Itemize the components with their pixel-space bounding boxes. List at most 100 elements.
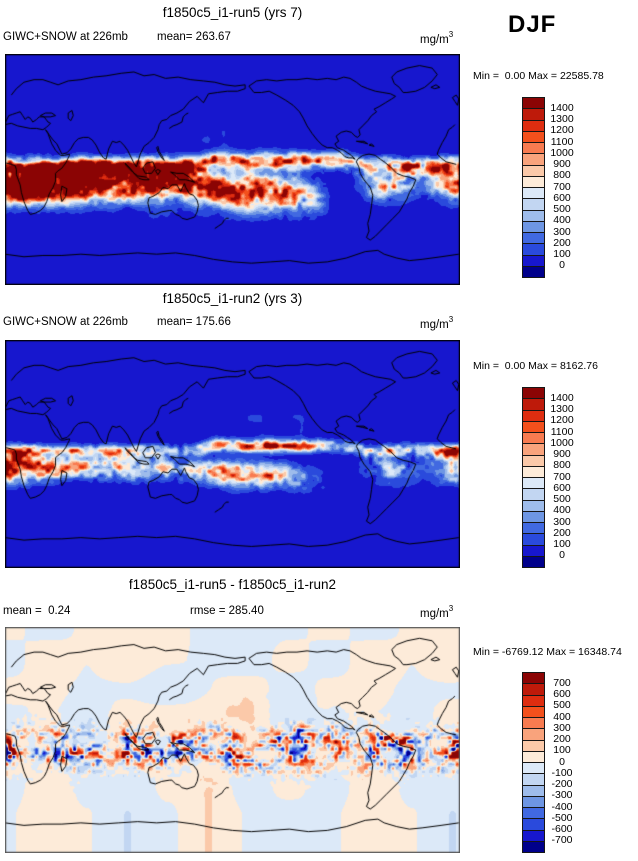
colorbar-tick-label: -400 <box>551 800 573 813</box>
colorbar-cell <box>523 829 544 841</box>
colorbar-cell <box>523 750 544 762</box>
colorbar-tick-label: 700 <box>553 180 571 193</box>
colorbar-tick-label: 500 <box>553 203 571 215</box>
colorbar-tick-label: -300 <box>551 789 573 802</box>
colorbar-cell <box>523 153 544 165</box>
panel2-mean-label: mean= 175.66 <box>157 316 231 328</box>
panel3-minmax-label: Min = -6769.12 Max = 16348.74 <box>473 646 622 658</box>
colorbar-tick-label: -100 <box>551 766 573 779</box>
colorbar-cell <box>523 209 544 221</box>
colorbar-cell <box>523 477 544 489</box>
colorbar-tick-label: 1100 <box>550 135 574 148</box>
colorbar-cell <box>523 388 544 399</box>
panel1-map-canvas <box>5 54 460 285</box>
colorbar-tick-label: 100 <box>553 744 571 757</box>
panel3-colorbar-labels: 700 600 500 400 300 200 100 0 -100 -200 -300 -400 -5… <box>544 672 580 853</box>
colorbar-tick-label: 0 <box>559 259 565 272</box>
colorbar-tick-label: 1200 <box>550 124 574 137</box>
panel3-title: f1850c5_i1-run5 - f1850c5_i1-run2 <box>128 577 337 592</box>
colorbar-cell <box>523 488 544 500</box>
colorbar-cell <box>523 705 544 717</box>
colorbar-cell <box>523 694 544 706</box>
colorbar-cell <box>523 98 544 109</box>
colorbar-cell <box>523 522 544 534</box>
colorbar-cell <box>523 187 544 199</box>
panel2-colorbar-labels: 1400 1300 1200 1100 1000 900 800 700 600 500 400 30… <box>544 387 580 568</box>
colorbar-cell <box>523 807 544 819</box>
colorbar-cell <box>523 673 544 684</box>
colorbar-tick-label: 900 <box>553 448 571 460</box>
colorbar-cell <box>523 544 544 556</box>
panel1-units-label: mg/m3 <box>420 30 454 46</box>
panel1-variable-label: GIWC+SNOW at 226mb <box>3 31 128 43</box>
colorbar-cell <box>523 254 544 266</box>
colorbar-tick-label: 1200 <box>550 414 574 427</box>
colorbar-cell <box>523 432 544 444</box>
colorbar-cell <box>523 728 544 740</box>
colorbar-tick-label: 1300 <box>550 403 574 415</box>
panel1-minmax-label: Min = 0.00 Max = 22585.78 <box>473 70 604 82</box>
colorbar-tick-label: 1000 <box>550 146 574 159</box>
colorbar-cell <box>523 409 544 421</box>
colorbar-tick-label: 100 <box>553 538 571 550</box>
colorbar-cell <box>523 175 544 187</box>
colorbar-tick-label: 600 <box>553 481 571 494</box>
colorbar-cell <box>523 683 544 695</box>
panel2-title: f1850c5_i1-run2 (yrs 3) <box>162 291 303 306</box>
colorbar-cell <box>523 773 544 785</box>
colorbar-tick-label: 700 <box>553 470 571 483</box>
panel2-variable-label: GIWC+SNOW at 226mb <box>3 316 128 328</box>
colorbar-cell <box>523 420 544 432</box>
panel1-colorbar-labels: 1400 1300 1200 1100 1000 900 800 700 600 500 400 30… <box>544 97 580 278</box>
panel2-colorbar <box>522 387 545 568</box>
colorbar-cell <box>523 533 544 545</box>
colorbar-tick-label: 300 <box>553 515 571 528</box>
colorbar-cell <box>523 443 544 455</box>
colorbar-tick-label: 100 <box>553 248 571 260</box>
panel1-title: f1850c5_i1-run5 (yrs 7) <box>162 5 303 20</box>
colorbar-tick-label: 200 <box>553 236 571 249</box>
colorbar-cell <box>523 454 544 466</box>
colorbar-tick-label: 500 <box>553 493 571 505</box>
colorbar-cell <box>523 499 544 511</box>
panel2-minmax-label: Min = 0.00 Max = 8162.76 <box>473 360 598 372</box>
colorbar-cell <box>523 130 544 142</box>
panel3-mean-label: mean = 0.24 <box>3 605 71 617</box>
colorbar-tick-label: 600 <box>553 688 571 700</box>
panel3-units-label: mg/m3 <box>420 604 454 620</box>
colorbar-tick-label: 600 <box>553 191 571 204</box>
panel2-units-label: mg/m3 <box>420 315 454 331</box>
panel1-colorbar <box>522 97 545 278</box>
colorbar-cell <box>523 762 544 774</box>
colorbar-cell <box>523 510 544 522</box>
colorbar-cell <box>523 142 544 154</box>
colorbar-tick-label: -500 <box>551 811 573 824</box>
panel3-rmse-label: rmse = 285.40 <box>190 605 264 617</box>
colorbar-cell <box>523 818 544 830</box>
colorbar-cell <box>523 465 544 477</box>
colorbar-tick-label: 0 <box>559 755 565 768</box>
colorbar-tick-label: 300 <box>553 721 571 734</box>
colorbar-tick-label: 700 <box>553 676 571 689</box>
colorbar-tick-label: 400 <box>553 214 571 227</box>
panel3-colorbar <box>522 672 545 853</box>
colorbar-cell <box>523 717 544 729</box>
colorbar-tick-label: 1100 <box>550 425 574 438</box>
season-label: DJF <box>508 11 557 38</box>
colorbar-cell <box>523 108 544 120</box>
colorbar-tick-label: 400 <box>553 504 571 517</box>
colorbar-tick-label: 300 <box>553 225 571 238</box>
colorbar-tick-label: 1300 <box>550 113 574 125</box>
panel3-map-canvas <box>5 627 460 853</box>
colorbar-cell <box>523 232 544 244</box>
colorbar-tick-label: -200 <box>551 778 573 790</box>
colorbar-tick-label: -600 <box>551 823 573 835</box>
colorbar-tick-label: -700 <box>551 834 573 847</box>
panel2-map-canvas <box>5 340 460 568</box>
colorbar-cell <box>523 119 544 131</box>
colorbar-cell <box>523 795 544 807</box>
colorbar-cell <box>523 198 544 210</box>
colorbar-tick-label: 500 <box>553 699 571 712</box>
colorbar-tick-label: 1000 <box>550 436 574 449</box>
